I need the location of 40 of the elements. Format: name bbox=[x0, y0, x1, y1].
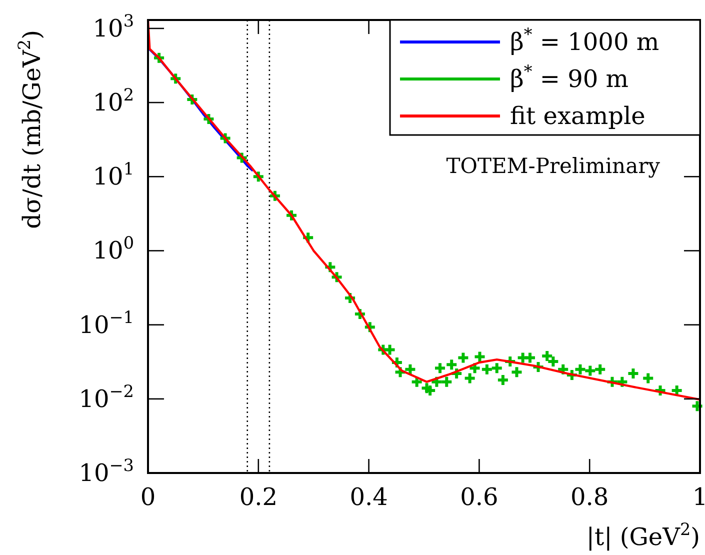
point bbox=[404, 362, 417, 376]
x-tick-label: 0.8 bbox=[570, 483, 609, 511]
legend-label: β$^{*}$ = 1000 m bbox=[510, 24, 660, 56]
point bbox=[690, 400, 704, 413]
point bbox=[463, 372, 476, 385]
point bbox=[626, 367, 640, 380]
point bbox=[434, 362, 447, 375]
point bbox=[594, 362, 607, 376]
x-tick-label: 0.4 bbox=[350, 483, 388, 511]
legend-label: β$^{*}$ = 90 m bbox=[510, 61, 629, 93]
y-tick-label: 10$^{3}$ bbox=[92, 10, 134, 42]
y-tick-label: 10$^{0}$ bbox=[92, 232, 134, 265]
y-tick-label: 10$^{−2}$ bbox=[78, 380, 134, 413]
x-tick-label: 1 bbox=[692, 483, 705, 511]
legend-label: fit example bbox=[510, 102, 646, 130]
x-tick-label: 0.2 bbox=[239, 483, 278, 511]
annotation: TOTEM-Preliminary bbox=[446, 154, 660, 178]
point bbox=[490, 362, 504, 375]
point bbox=[496, 373, 510, 386]
point bbox=[424, 384, 437, 397]
point bbox=[473, 350, 486, 364]
y-tick-label: 10$^{−1}$ bbox=[78, 306, 134, 339]
line-series bbox=[148, 48, 254, 172]
x-axis-title: |t| (GeV$^{2}$) bbox=[586, 519, 700, 551]
y-tick-label: 10$^{2}$ bbox=[92, 84, 134, 117]
x-tick-label: 0 bbox=[140, 483, 156, 511]
point bbox=[440, 375, 454, 388]
point bbox=[642, 372, 655, 385]
point bbox=[480, 362, 494, 376]
point bbox=[383, 343, 396, 356]
point bbox=[420, 382, 434, 395]
point bbox=[523, 351, 536, 364]
point bbox=[616, 375, 629, 388]
point bbox=[456, 351, 470, 364]
point bbox=[584, 364, 597, 378]
x-tick-label: 0.6 bbox=[460, 483, 498, 511]
y-tick-label: 10$^{1}$ bbox=[92, 158, 134, 191]
point bbox=[574, 362, 587, 376]
y-tick-label: 10$^{−3}$ bbox=[78, 455, 134, 487]
point bbox=[510, 366, 524, 379]
